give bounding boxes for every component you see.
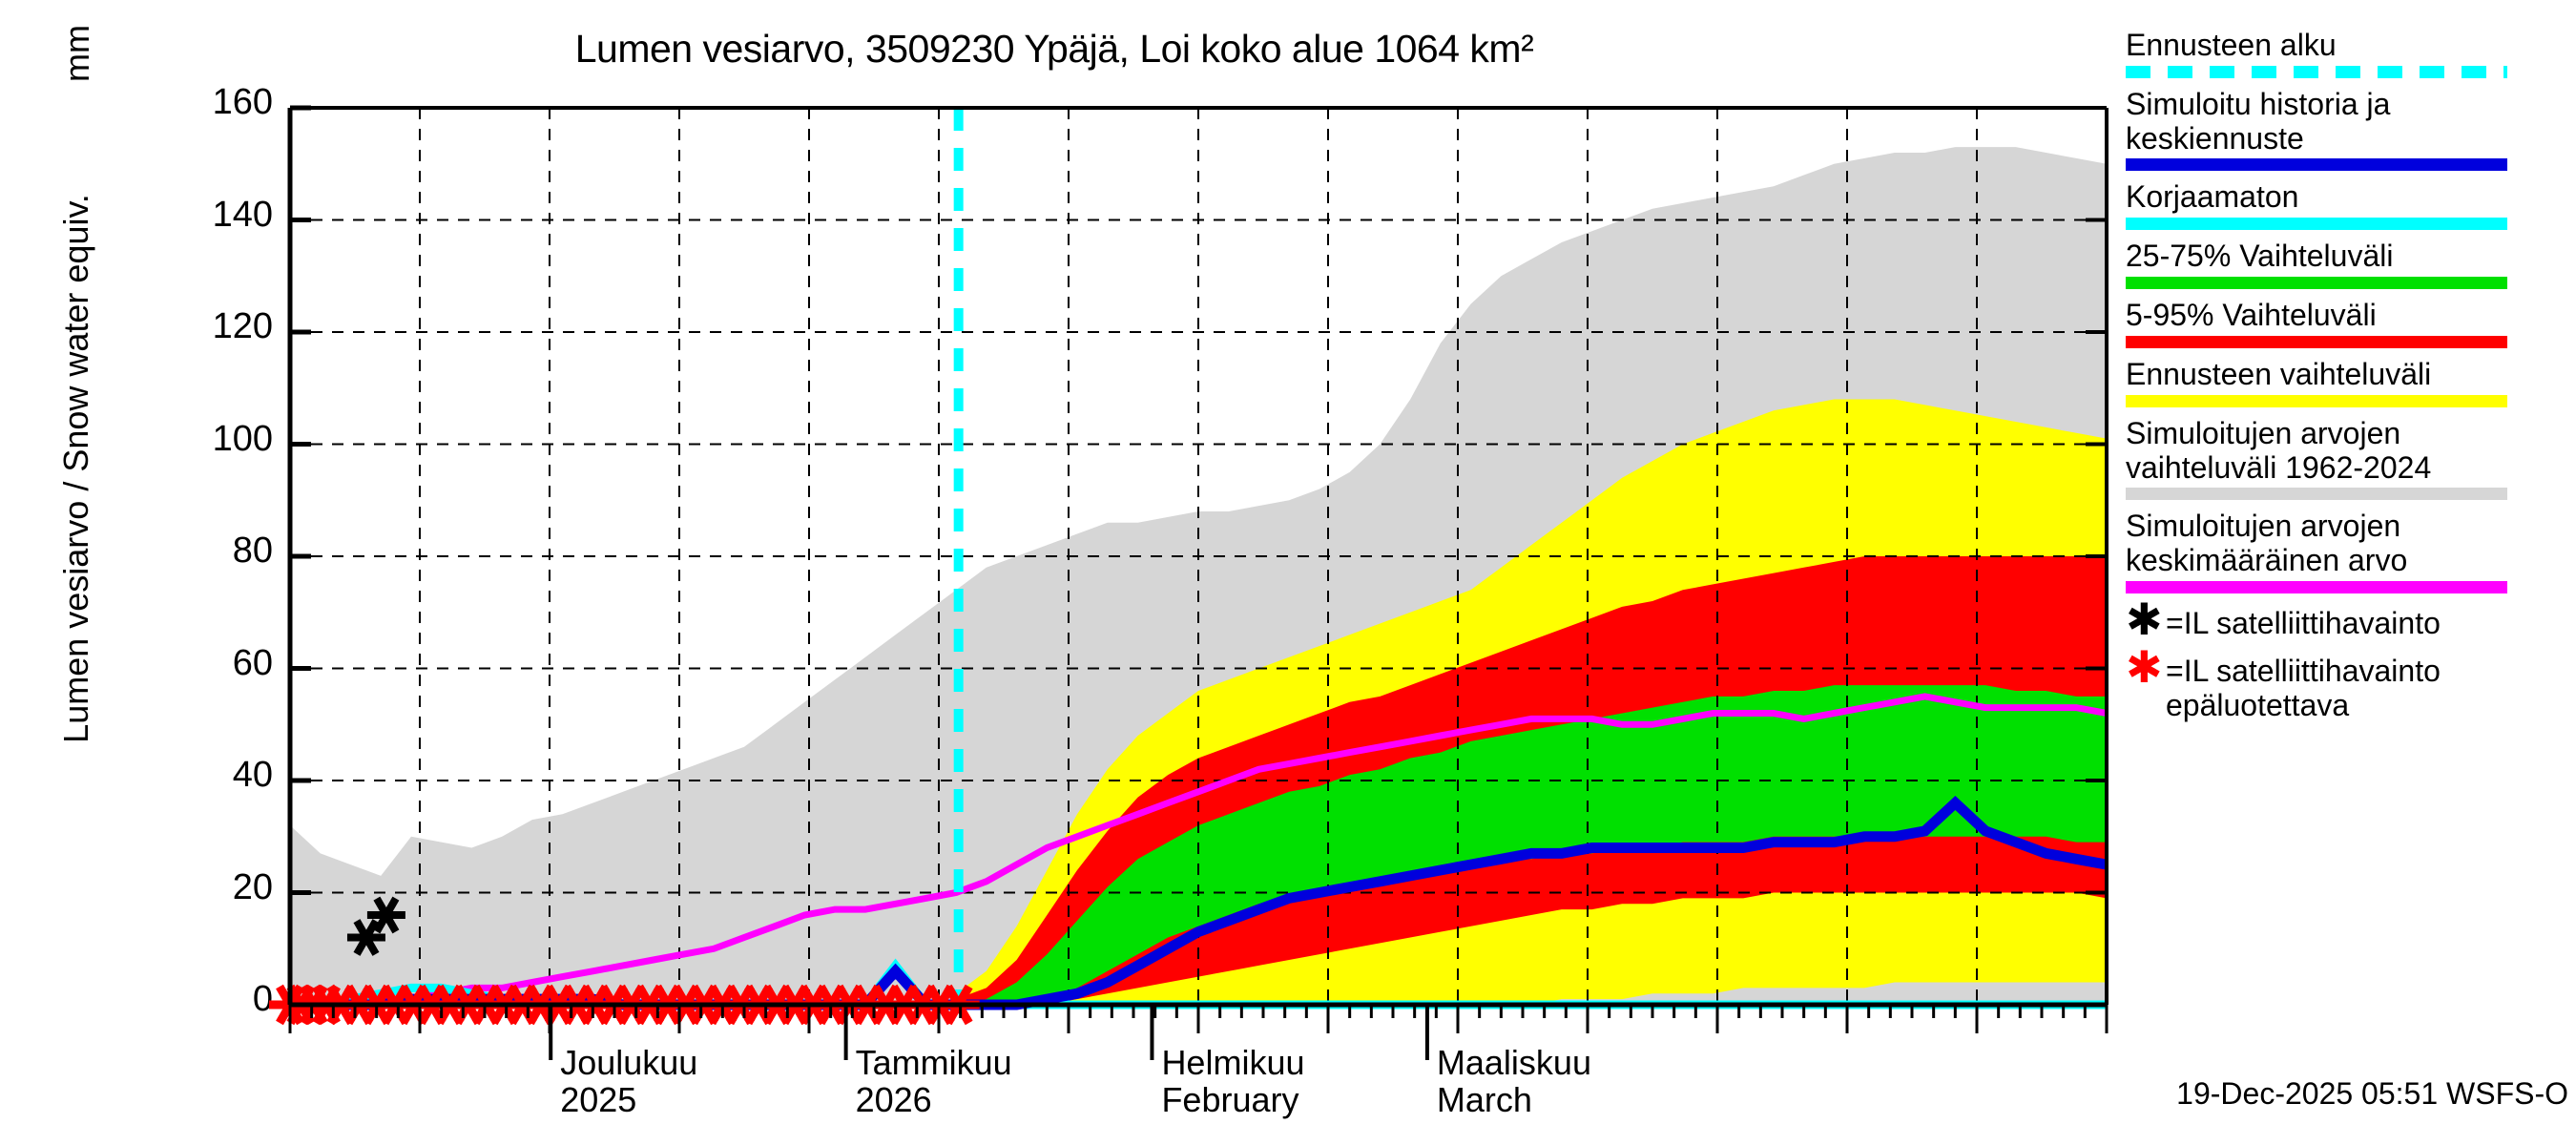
legend-marker-label-line: =IL satelliittihavainto [2166,606,2441,641]
legend-label-line: 5-95% Vaihteluväli [2126,298,2377,333]
x-tick-secondary: 2026 [855,1079,932,1119]
footer-timestamp: 19-Dec-2025 05:51 WSFS-O [2176,1076,2568,1111]
y-axis-tick-label: 60 [232,642,273,683]
legend-label-line: Simuloitujen arvojen [2126,509,2401,544]
legend-swatch [2126,335,2507,348]
x-tick-primary: Maaliskuu [1436,1043,1591,1082]
y-axis-tick-label: 100 [212,418,273,459]
satellite-observation-marker [366,896,405,934]
legend-item: 5-95% Vaihteluväli [2126,298,2574,348]
page-title: Lumen vesiarvo, 3509230 Ypäjä, Loi koko … [574,27,1534,71]
y-axis-tick-label: 160 [212,82,273,122]
legend-label-line: Simuloitujen arvojen [2126,415,2401,450]
legend-item: Simuloitujen arvojen vaihteluväli 1962-20… [2126,415,2574,501]
mean-line-magenta [290,693,2108,1009]
legend-item-label: 25-75% Vaihteluväli [2126,239,2574,274]
legend-item: 25-75% Vaihteluväli [2126,239,2574,290]
legend-item-label: Ennusteen alku [2126,28,2574,63]
legend-marker-label-line: =IL satelliittihavainto [2166,653,2441,688]
legend-swatch [2126,394,2507,407]
legend-swatch [2126,277,2507,290]
satellite-observation-unreliable-icon: ✱ [2126,640,2163,693]
satellite-observation-marker [346,919,385,956]
legend-swatch [2126,488,2507,501]
x-tick-primary: Helmikuu [1161,1043,1305,1082]
y-axis-tick-label: 40 [232,755,273,795]
legend-item: Korjaamaton [2126,180,2574,231]
legend-label-line: 25-75% Vaihteluväli [2126,239,2394,274]
legend-swatch [2126,65,2507,78]
legend-label-line: vaihteluväli 1962-2024 [2126,449,2432,485]
legend-item: Ennusteen alku [2126,28,2574,78]
legend-item: Simuloitu historia ja keskiennuste [2126,86,2574,172]
x-axis-tick-label: Joulukuu 2025 [560,1043,698,1119]
legend-marker-label: =IL satelliittihavainto epäluotettava [2166,651,2441,723]
legend-label-line: Simuloitu historia ja [2126,86,2391,121]
legend-label-line: keskimääräinen arvo [2126,543,2408,578]
legend-label-line: keskiennuste [2126,120,2304,156]
legend-marker-item: ✱ =IL satelliittihavainto [2126,593,2574,646]
x-tick-secondary: February [1161,1079,1299,1119]
x-tick-primary: Tammikuu [855,1043,1012,1082]
satellite-observation-icon: ✱ [2126,593,2163,646]
y-axis-tick-label: 20 [232,866,273,907]
legend-item: Ennusteen vaihteluväli [2126,356,2574,407]
legend-swatch [2126,158,2507,172]
x-tick-primary: Joulukuu [560,1043,698,1082]
legend-label-line: Ennusteen alku [2126,28,2337,62]
legend-item-label: Korjaamaton [2126,180,2574,215]
legend-marker-label: =IL satelliittihavainto [2166,603,2441,641]
y-axis-tick-label: 80 [232,531,273,571]
legend-swatch [2126,581,2507,594]
legend-marker-label-line: epäluotettava [2166,687,2350,722]
legend-item-label: Simuloitujen arvojen vaihteluväli 1962-20… [2126,415,2574,486]
x-tick-secondary: 2025 [560,1079,637,1119]
x-tick-secondary: March [1436,1079,1532,1119]
legend-item-label: Simuloitujen arvojen keskimääräinen arvo [2126,510,2574,578]
legend-item: Simuloitujen arvojen keskimääräinen arvo [2126,510,2574,594]
y-axis-tick-label: 140 [212,194,273,235]
chart-legend: Ennusteen alku Simuloitu historia ja keski… [2126,28,2574,723]
legend-swatch [2126,218,2507,231]
range-25-75-band [956,685,2108,1005]
legend-item-label: Ennusteen vaihteluväli [2126,356,2574,392]
legend-marker-item: ✱ =IL satelliittihavainto epäluotettava [2126,640,2574,723]
legend-item-label: Simuloitu historia ja keskiennuste [2126,86,2574,156]
legend-item-label: 5-95% Vaihteluväli [2126,298,2574,333]
x-axis-tick-label: Tammikuu 2026 [855,1043,1012,1119]
y-axis-tick-label: 0 [252,979,273,1019]
legend-label-line: Ennusteen vaihteluväli [2126,356,2432,391]
y-axis-tick-label: 120 [212,306,273,346]
x-axis-tick-label: Maaliskuu March [1436,1043,1591,1119]
x-axis-tick-label: Helmikuu February [1161,1043,1305,1119]
legend-label-line: Korjaamaton [2126,179,2299,215]
